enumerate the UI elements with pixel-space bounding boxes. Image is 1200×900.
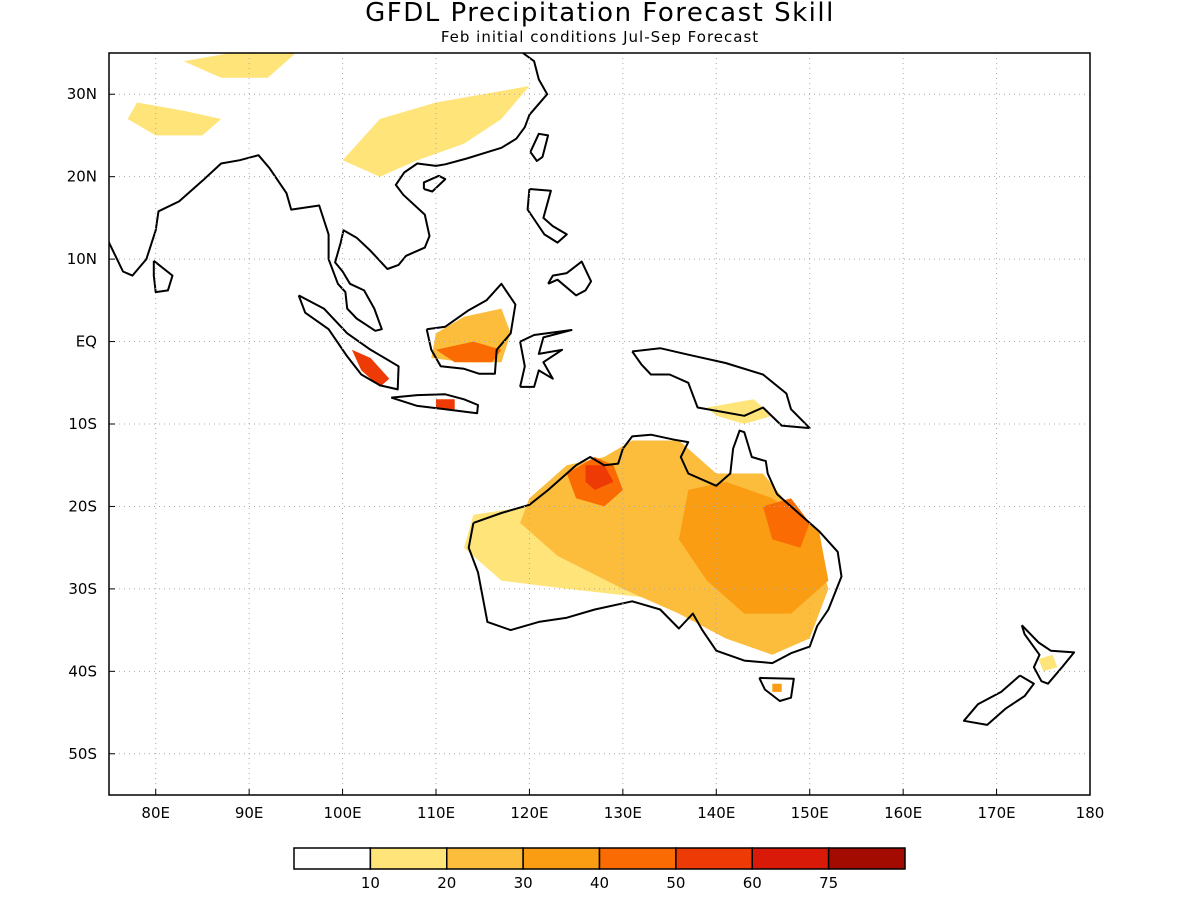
chart-subtitle: Feb initial conditions Jul-Sep Forecast (440, 28, 760, 46)
coastline-14 (422, 174, 447, 193)
x-tick-label: 140E (697, 804, 735, 822)
coastline-3 (962, 674, 1035, 726)
coastline-13 (547, 260, 593, 297)
chart-title: GFDL Precipitation Forecast Skill (365, 0, 835, 28)
y-tick-label: EQ (76, 333, 97, 351)
colorbar-swatch-1 (369, 847, 448, 870)
skill-region-4 (763, 498, 810, 548)
x-tick-label: 160E (884, 804, 922, 822)
colorbar-label: 10 (361, 874, 380, 892)
x-tick-label: 90E (235, 804, 264, 822)
colorbar: 10 20 30 40 50 60 75 (293, 847, 906, 892)
y-tick-label: 50S (68, 745, 97, 763)
x-axis: 80E 90E 100E 110E 120E 130E 140E 150E 160E 170E 18… (141, 789, 1104, 822)
coastline-12 (526, 188, 568, 244)
x-tick-label: 170E (978, 804, 1016, 822)
colorbar-swatch-0 (293, 847, 372, 870)
colorbar-swatch-3 (522, 847, 601, 870)
y-tick-label: 20N (67, 168, 97, 186)
skill-shading (127, 53, 1058, 692)
x-tick-label: 80E (141, 804, 170, 822)
skill-region-11 (127, 102, 222, 136)
y-tick-label: 30N (67, 85, 97, 103)
y-tick-label: 10N (67, 250, 97, 268)
colorbar-swatch-6 (751, 847, 830, 870)
colorbar-label: 60 (743, 874, 762, 892)
colorbar-swatch-7 (827, 847, 906, 870)
x-tick-label: 150E (791, 804, 829, 822)
colorbar-label: 50 (666, 874, 685, 892)
colorbar-swatch-2 (446, 847, 524, 870)
x-tick-label: 120E (510, 804, 548, 822)
coastlines (109, 53, 1076, 726)
colorbar-swatch-4 (598, 847, 677, 870)
skill-region-9 (436, 399, 455, 410)
skill-region-15 (772, 683, 782, 692)
coastline-2 (1020, 624, 1076, 685)
x-tick-label: 130E (604, 804, 642, 822)
skill-region-5 (585, 465, 614, 490)
y-axis: 30N 20N 10N EQ 10S 20S 30S 40S 50S (67, 85, 115, 763)
coastline-6 (425, 282, 517, 375)
y-tick-label: 10S (68, 415, 97, 433)
colorbar-swatch-5 (675, 847, 754, 870)
colorbar-label: 20 (437, 874, 456, 892)
coastline-10 (152, 260, 174, 294)
x-tick-label: 110E (417, 804, 455, 822)
gridlines (109, 53, 1090, 795)
colorbar-label: 75 (819, 874, 838, 892)
x-tick-label: 100E (324, 804, 362, 822)
coastline-7 (519, 329, 573, 388)
skill-region-10 (342, 86, 530, 177)
y-tick-label: 30S (68, 580, 97, 598)
skill-region-7 (436, 341, 502, 363)
skill-region-14 (1038, 654, 1058, 672)
coastline-11 (529, 132, 550, 162)
skill-region-8 (351, 349, 390, 387)
colorbar-label: 40 (590, 874, 609, 892)
x-tick-label: 180 (1076, 804, 1105, 822)
colorbar-label: 30 (514, 874, 533, 892)
coastline-8 (631, 347, 811, 430)
y-tick-label: 40S (68, 662, 97, 680)
y-tick-label: 20S (68, 497, 97, 515)
coastline-9 (109, 53, 549, 332)
coastline-0 (467, 429, 843, 665)
coastline-4 (297, 294, 400, 391)
skill-region-13 (706, 399, 773, 424)
coastline-1 (758, 676, 795, 702)
skill-region-12 (183, 53, 296, 78)
coastline-5 (390, 393, 479, 415)
